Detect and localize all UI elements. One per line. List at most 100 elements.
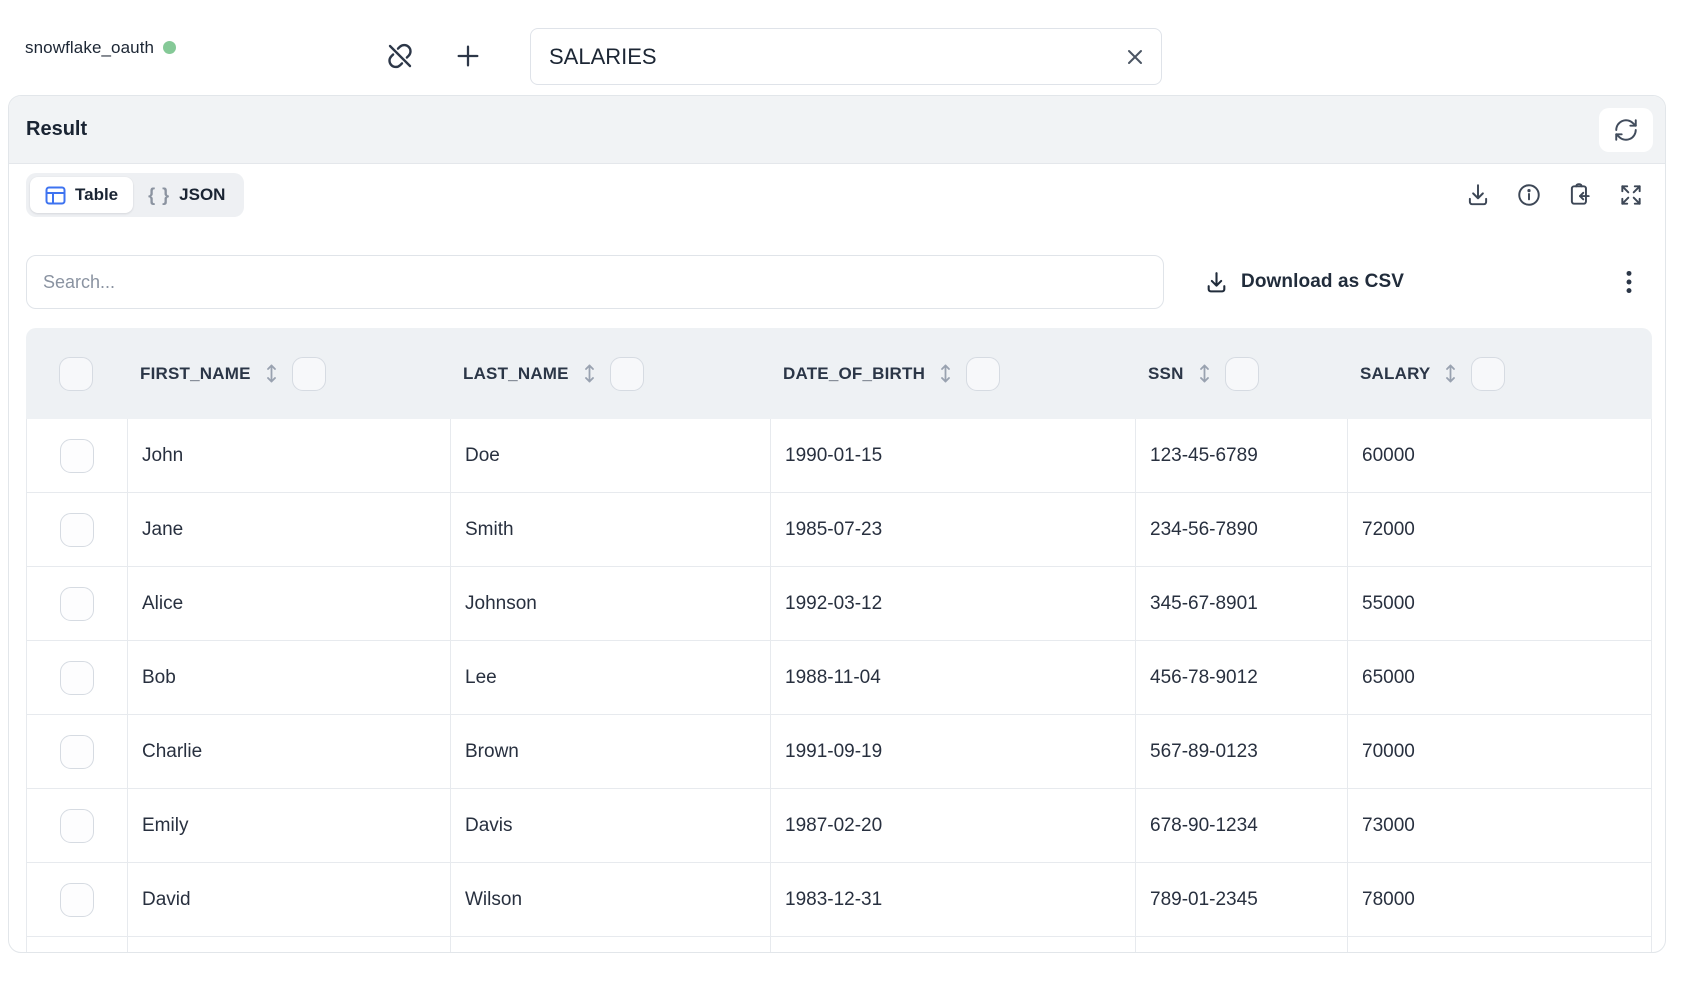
cell [1135,937,1347,952]
column-label: LAST_NAME [463,363,569,383]
cell [450,937,770,952]
cell: 1992-03-12 [770,567,1135,640]
column-header-first_name: FIRST_NAME [126,328,449,419]
cell: Wilson [450,863,770,936]
cell: 55000 [1347,567,1653,640]
tab-table[interactable]: Table [30,177,134,213]
column-header-last_name: LAST_NAME [449,328,769,419]
cell: Smith [450,493,770,566]
clipboard-paste-icon [1570,183,1590,205]
table-row: Emily Davis 1987-02-20 678-90-1234 73000 [26,789,1652,863]
sort-icon[interactable] [938,363,953,384]
cell: 678-90-1234 [1135,789,1347,862]
column-checkbox[interactable] [291,356,326,391]
row-select-cell [27,789,127,862]
row-checkbox[interactable] [60,882,94,917]
table-name-input[interactable] [531,43,1115,70]
search-input[interactable] [27,271,1163,293]
cell: 567-89-0123 [1135,715,1347,788]
table-row: Alice Johnson 1992-03-12 345-67-8901 55000 [26,567,1652,641]
row-checkbox[interactable] [60,660,94,695]
cell: 345-67-8901 [1135,567,1347,640]
column-header-ssn: SSN [1134,328,1346,419]
link-off-icon [388,43,412,69]
cell: Johnson [450,567,770,640]
refresh-icon [1615,118,1637,141]
add-query-button[interactable] [451,39,485,73]
cell: David [127,863,450,936]
cell: John [127,419,450,492]
cell: Brown [450,715,770,788]
result-actions [1464,181,1648,209]
result-header: Result [9,96,1665,164]
table-options-menu-button[interactable] [1612,262,1646,302]
column-checkbox[interactable] [1471,356,1506,391]
cell: 1988-11-04 [770,641,1135,714]
column-checkbox[interactable] [1224,356,1259,391]
row-select-cell [27,863,127,936]
download-csv-button[interactable]: Download as CSV [1204,270,1404,295]
refresh-button[interactable] [1599,107,1653,152]
row-select-cell [27,715,127,788]
row-checkbox[interactable] [60,734,94,769]
expand-icon [1621,185,1641,205]
row-checkbox[interactable] [60,808,94,843]
download-csv-icon [1207,271,1226,292]
row-checkbox[interactable] [60,512,94,547]
table-row: Jane Smith 1985-07-23 234-56-7890 72000 [26,493,1652,567]
column-label: SSN [1148,363,1184,383]
result-info-button[interactable] [1515,181,1543,209]
plus-icon [457,45,479,67]
cell: 1987-02-20 [770,789,1135,862]
sort-icon[interactable] [582,363,597,384]
top-bar: snowflake_oauth [0,0,1682,95]
cell: 78000 [1347,863,1653,936]
panel-title: Result [26,118,88,140]
row-checkbox[interactable] [60,586,94,621]
download-result-button[interactable] [1464,181,1492,209]
cell: 1985-07-23 [770,493,1135,566]
copy-to-clipboard-button[interactable] [1566,181,1594,209]
select-all-checkbox[interactable] [59,356,93,391]
row-select-cell [27,567,127,640]
sort-icon[interactable] [1197,363,1212,384]
disconnect-button[interactable] [383,39,417,73]
table-name-field [530,28,1162,85]
table-row-partial [26,937,1652,952]
tab-json[interactable]: { } JSON [133,177,240,213]
table-row: Charlie Brown 1991-09-19 567-89-0123 70000 [26,715,1652,789]
clear-table-name-button[interactable] [1115,37,1155,77]
connection-name: snowflake_oauth [25,37,155,57]
cell: Davis [450,789,770,862]
column-label: SALARY [1360,363,1431,383]
column-header-date_of_birth: DATE_OF_BIRTH [769,328,1134,419]
cell: 789-01-2345 [1135,863,1347,936]
cell: 72000 [1347,493,1653,566]
cell: Charlie [127,715,450,788]
table-toolbar: Download as CSV [26,255,1648,309]
column-label: FIRST_NAME [140,363,251,383]
cell [127,937,450,952]
cell: Lee [450,641,770,714]
connection-indicator: snowflake_oauth [25,0,177,95]
column-label: DATE_OF_BIRTH [783,363,926,383]
download-icon [1468,184,1488,206]
table-header-row: FIRST_NAME LAST_NAME DATE_OF_BIRTH SSN SALAR… [26,328,1652,419]
column-checkbox[interactable] [609,356,644,391]
tab-json-label: JSON [179,185,226,204]
sort-icon[interactable] [264,363,279,384]
cell: Emily [127,789,450,862]
info-icon [1518,184,1540,206]
column-checkbox[interactable] [966,356,1001,391]
table-row: David Wilson 1983-12-31 789-01-2345 78000 [26,863,1652,937]
cell: 1991-09-19 [770,715,1135,788]
cell: 70000 [1347,715,1653,788]
table-view-icon [45,186,66,204]
kebab-menu-icon [1626,270,1632,294]
expand-fullscreen-button[interactable] [1617,181,1645,209]
sort-icon[interactable] [1443,363,1458,384]
cell: 1990-01-15 [770,419,1135,492]
row-checkbox[interactable] [60,438,94,473]
search-field [26,255,1164,309]
cell: 1983-12-31 [770,863,1135,936]
